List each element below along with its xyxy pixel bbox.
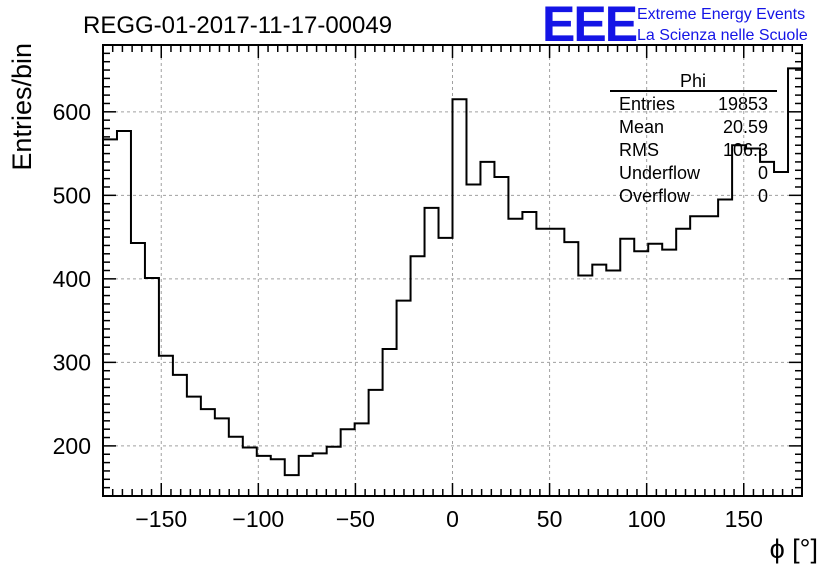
stats-title: Phi (680, 71, 706, 91)
histogram-bin (522, 212, 536, 496)
histogram-bin (355, 423, 369, 496)
histogram-bin (494, 177, 508, 496)
histogram-bin (662, 250, 676, 496)
x-tick-label: 100 (627, 506, 665, 532)
logo-line-1: Extreme Energy Events (637, 6, 805, 23)
histogram-bin (760, 162, 774, 496)
histogram-bin (606, 271, 620, 497)
histogram-bin (243, 448, 257, 496)
x-tick-labels: −150 −100 −50 0 50 100 150 (135, 506, 763, 532)
y-tick-label: 200 (53, 433, 91, 459)
y-axis-title: Entries/bin (7, 43, 37, 171)
x-tick-label: −150 (135, 506, 187, 532)
stats-label-underflow: Underflow (619, 163, 701, 183)
stats-label-overflow: Overflow (619, 186, 691, 206)
histogram-bin (508, 219, 522, 496)
y-tick-label: 500 (53, 182, 91, 208)
stats-value-underflow: 0 (758, 163, 768, 183)
x-tick-label: −100 (232, 506, 284, 532)
histogram-bin (536, 229, 550, 496)
histogram-series (103, 67, 802, 497)
histogram-bin (145, 278, 159, 496)
histogram-bin (313, 453, 327, 496)
histogram-bin (480, 162, 494, 496)
histogram-bin (201, 409, 215, 496)
histogram-bin (173, 375, 187, 496)
histogram-bin (704, 216, 718, 496)
histogram-bin (774, 172, 788, 496)
histogram-bin (592, 265, 606, 496)
stats-label-entries: Entries (619, 94, 675, 114)
histogram-bin (648, 244, 662, 496)
histogram-bin (117, 131, 131, 496)
logo-mark: EEE (542, 0, 637, 52)
histogram-bin (187, 397, 201, 496)
histogram-bin (439, 238, 453, 496)
y-tick-label: 400 (53, 266, 91, 292)
histogram-bin (453, 99, 467, 496)
histogram-bin (578, 276, 592, 496)
histogram-bin (411, 256, 425, 496)
stats-value-rms: 106.3 (723, 140, 768, 160)
x-tick-label: −50 (336, 506, 375, 532)
x-tick-label: 0 (446, 506, 459, 532)
histogram-bin (718, 200, 732, 496)
histogram-bin (397, 301, 411, 496)
histogram-bin (425, 208, 439, 496)
axis-ticks (103, 45, 802, 496)
histogram-bin (676, 229, 690, 496)
histogram-bin (383, 349, 397, 496)
histogram-bin (466, 184, 480, 496)
histogram-bin (159, 356, 173, 496)
histogram-bin (229, 437, 243, 496)
stats-label-mean: Mean (619, 117, 664, 137)
histogram-bin (788, 68, 802, 496)
histogram-line (103, 67, 802, 477)
histogram-bin (131, 243, 145, 496)
histogram-bin (369, 390, 383, 496)
y-tick-label: 300 (53, 349, 91, 375)
x-axis-title: ϕ [°] (770, 534, 818, 564)
histogram-bin (732, 145, 746, 496)
histogram-bin (634, 251, 648, 496)
y-tick-labels: 200 300 400 500 600 (53, 99, 91, 459)
chart-title: REGG-01-2017-11-17-00049 (83, 12, 392, 39)
stats-box: Phi Entries 19853 Mean 20.59 RMS 106.3 U… (610, 71, 777, 206)
stats-label-rms: RMS (619, 140, 659, 160)
stats-value-overflow: 0 (758, 186, 768, 206)
histogram-bin (103, 139, 117, 496)
logo-line-2: La Scienza nelle Scuole (637, 27, 808, 44)
histogram-bin (299, 456, 313, 496)
histogram-bin (690, 216, 704, 496)
x-tick-label: 50 (537, 506, 563, 532)
histogram-bin (215, 418, 229, 496)
logo: EEE Extreme Energy Events La Scienza nel… (542, 0, 808, 52)
x-tick-label: 150 (725, 506, 763, 532)
histogram-bin (341, 429, 355, 496)
stats-value-entries: 19853 (718, 94, 768, 114)
histogram-bin (620, 239, 634, 496)
y-tick-label: 600 (53, 99, 91, 125)
histogram-bin (550, 229, 564, 496)
histogram-bin (327, 447, 341, 496)
stats-value-mean: 20.59 (723, 117, 768, 137)
histogram-bin (564, 242, 578, 496)
